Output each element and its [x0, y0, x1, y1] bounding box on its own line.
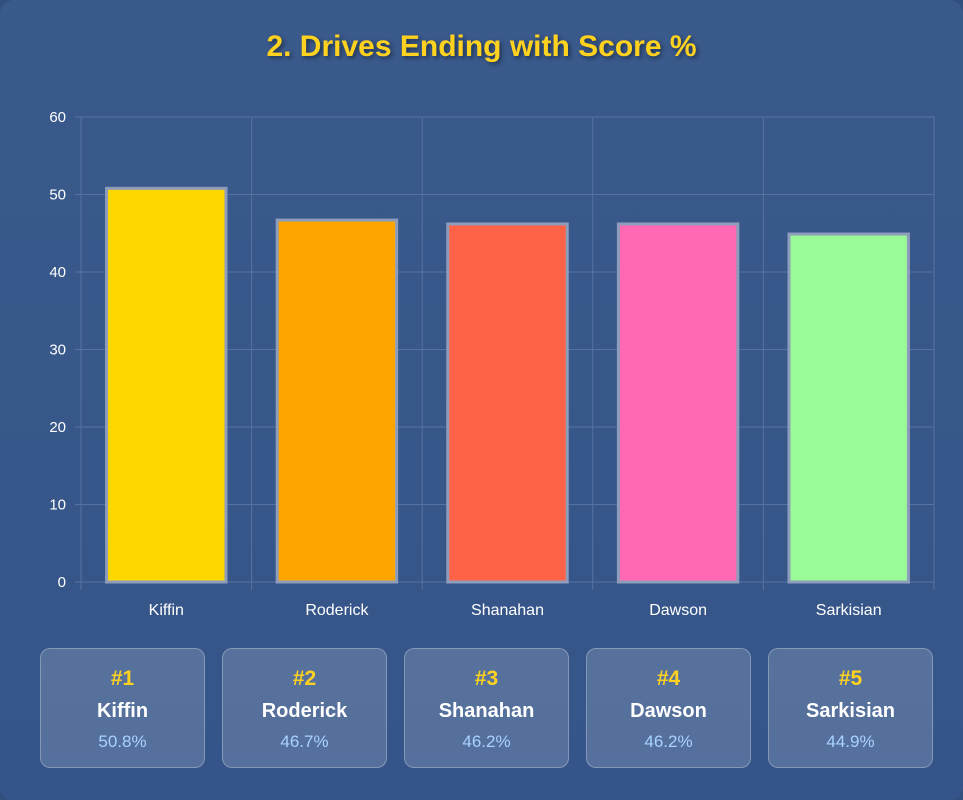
card-rank: #5: [838, 667, 863, 690]
card-name: Roderick: [261, 700, 348, 722]
card-rank: #2: [292, 667, 317, 690]
x-tick-label: Sarkisian: [816, 602, 882, 619]
bar: [275, 218, 399, 584]
x-tick-label: Roderick: [305, 602, 369, 619]
card-value: 46.2%: [644, 732, 693, 751]
card-rank: #3: [474, 667, 499, 690]
card-value: 50.8%: [98, 732, 147, 751]
card-rank: #4: [656, 667, 681, 690]
card-name: Shanahan: [438, 700, 535, 722]
card-name: Dawson: [630, 700, 707, 722]
x-tick-label: Dawson: [649, 602, 707, 619]
y-tick-label: 10: [49, 497, 66, 514]
card-value: 46.7%: [280, 732, 329, 751]
bar: [105, 186, 228, 584]
bar: [446, 222, 569, 584]
card-name: Kiffin: [96, 700, 149, 722]
x-tick-label: Shanahan: [471, 602, 544, 619]
y-tick-label: 50: [49, 187, 66, 204]
ranking-card: #5 Sarkisian 44.9%: [768, 648, 933, 768]
card-value: 46.2%: [462, 732, 511, 751]
ranking-card: #2 Roderick 46.7%: [222, 648, 387, 768]
bar: [616, 222, 740, 584]
ranking-card: #1 Kiffin 50.8%: [40, 648, 205, 768]
ranking-card: #3 Shanahan 46.2%: [404, 648, 569, 768]
x-tick-label: Kiffin: [149, 602, 184, 619]
ranking-cards: #1 Kiffin 50.8% #2 Roderick 46.7% #3 Sha…: [40, 648, 934, 770]
card-name: Sarkisian: [806, 700, 895, 722]
y-tick-label: 30: [49, 342, 66, 359]
bar: [787, 232, 910, 584]
y-tick-label: 40: [49, 264, 66, 281]
card-value: 44.9%: [826, 732, 875, 751]
y-tick-label: 0: [58, 574, 66, 591]
card-rank: #1: [110, 667, 135, 690]
chart-title: 2. Drives Ending with Score %: [266, 30, 697, 63]
y-tick-label: 60: [49, 109, 66, 126]
y-tick-label: 20: [49, 419, 66, 436]
ranking-card: #4 Dawson 46.2%: [586, 648, 751, 768]
bar-chart: 0 10 20 30 40 50 60 Kiffin Roderick Shanahan Dawso…: [49, 109, 935, 619]
